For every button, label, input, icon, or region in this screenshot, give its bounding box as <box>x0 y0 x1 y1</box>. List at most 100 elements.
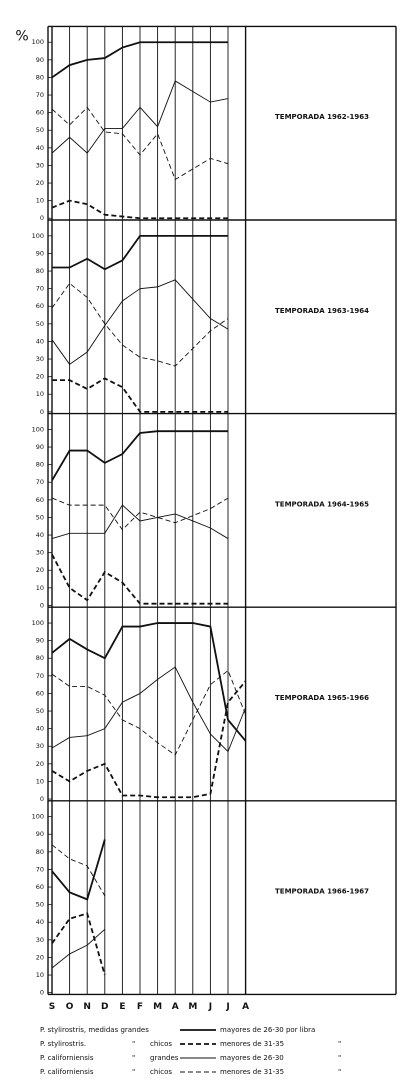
series-line <box>51 504 229 539</box>
y-tick-label: 80 <box>36 267 44 275</box>
y-tick-label: 20 <box>36 760 44 768</box>
y-tick-label: 0 <box>40 989 44 997</box>
x-tick-label: A <box>172 1002 179 1012</box>
y-tick-label: 90 <box>36 637 44 645</box>
y-tick-label: 50 <box>36 707 44 715</box>
y-tick-label: 80 <box>36 654 44 662</box>
legend-ditto: " <box>132 1040 135 1048</box>
y-tick-label: 60 <box>36 496 44 504</box>
y-tick-label: 0 <box>40 214 44 222</box>
series-line <box>51 80 229 154</box>
series-line <box>51 839 106 901</box>
series-line <box>52 377 228 413</box>
y-tick-label: 20 <box>36 373 44 381</box>
y-tick-label: 40 <box>36 337 44 345</box>
y-tick-label: 80 <box>36 461 44 469</box>
x-tick-label: O <box>66 1002 74 1012</box>
y-tick-label: 60 <box>36 689 44 697</box>
series-line <box>51 199 228 220</box>
y-tick-label: 10 <box>36 584 44 592</box>
y-tick-label: 60 <box>36 302 44 310</box>
series-line <box>51 622 247 742</box>
y-tick-label: 0 <box>40 795 44 803</box>
series-line <box>51 844 106 897</box>
legend-ditto: " <box>338 1040 341 1048</box>
y-tick-label: 60 <box>36 109 44 117</box>
y-tick-label: 30 <box>36 355 44 363</box>
x-tick-label: M <box>153 1002 162 1012</box>
x-tick-label: A <box>242 1002 249 1012</box>
series-line <box>51 282 229 367</box>
y-tick-label: 100 <box>32 813 44 821</box>
y-tick-label: 100 <box>32 425 44 433</box>
y-tick-label: 30 <box>36 936 44 944</box>
y-tick-label: 100 <box>32 232 44 240</box>
series-line <box>51 497 229 531</box>
panel-title: TEMPORADA 1963-1964 <box>275 307 369 315</box>
y-tick-label: 80 <box>36 73 44 81</box>
panel-title: TEMPORADA 1965-1966 <box>275 694 369 702</box>
legend-species: P. californiensis <box>40 1054 94 1062</box>
series-line <box>51 669 247 756</box>
legend-range: mayores de 26-30 por libra <box>220 1026 315 1034</box>
legend-range: mayores de 26-30 <box>220 1054 284 1062</box>
legend-size: chicos <box>150 1040 172 1048</box>
y-tick-label: 90 <box>36 443 44 451</box>
x-tick-label: N <box>83 1002 91 1012</box>
y-tick-label: 30 <box>36 742 44 750</box>
y-tick-label: 80 <box>36 848 44 856</box>
y-tick-label: 70 <box>36 865 44 873</box>
panel-title: TEMPORADA 1962-1963 <box>275 113 369 121</box>
y-tick-label: 50 <box>36 901 44 909</box>
series-line <box>51 279 229 365</box>
y-tick-label: 90 <box>36 249 44 257</box>
legend-species: P. stylirostris. <box>40 1040 86 1048</box>
y-tick-label: 70 <box>36 478 44 486</box>
y-tick-label: 10 <box>36 971 44 979</box>
x-tick-label: E <box>119 1002 125 1012</box>
x-tick-label: M <box>188 1002 197 1012</box>
series-line <box>51 430 228 481</box>
legend-ditto: " <box>338 1068 341 1076</box>
y-tick-label: 20 <box>36 179 44 187</box>
legend-range: menores de 31-35 <box>220 1068 284 1076</box>
y-tick-label: 50 <box>36 513 44 521</box>
legend-size: grandes <box>150 1054 179 1062</box>
y-tick-label: 60 <box>36 883 44 891</box>
x-tick-label: J <box>208 1002 212 1012</box>
y-tick-label: 20 <box>36 566 44 574</box>
y-tick-label: 100 <box>32 619 44 627</box>
legend-species: P. stylirostris, medidas grandes <box>40 1026 149 1034</box>
y-axis-label: % <box>15 28 28 44</box>
y-tick-label: 100 <box>32 38 44 46</box>
y-tick-label: 40 <box>36 725 44 733</box>
y-tick-label: 10 <box>36 197 44 205</box>
series-line <box>52 234 228 271</box>
x-tick-label: J <box>225 1002 229 1012</box>
y-tick-label: 40 <box>36 531 44 539</box>
y-tick-label: 10 <box>36 390 44 398</box>
legend-species: P. californiensis <box>40 1068 94 1076</box>
y-tick-label: 40 <box>36 144 44 152</box>
legend-ditto: " <box>132 1054 135 1062</box>
series-line <box>51 41 228 79</box>
y-tick-label: 50 <box>36 126 44 134</box>
series-line <box>51 666 247 753</box>
y-tick-label: 90 <box>36 56 44 64</box>
legend-size: chicos <box>150 1068 172 1076</box>
y-tick-label: 90 <box>36 830 44 838</box>
series-line <box>51 680 247 799</box>
y-tick-label: 70 <box>36 285 44 293</box>
y-tick-label: 50 <box>36 320 44 328</box>
y-tick-label: 10 <box>36 777 44 785</box>
y-tick-label: 0 <box>40 601 44 609</box>
panel-title: TEMPORADA 1964-1965 <box>275 500 369 508</box>
series-line <box>51 106 229 181</box>
y-tick-label: 0 <box>40 408 44 416</box>
legend-range: menores de 31-35 <box>220 1040 284 1048</box>
legend-ditto: " <box>338 1054 341 1062</box>
panel-title: TEMPORADA 1966-1967 <box>275 888 369 896</box>
y-tick-label: 20 <box>36 953 44 961</box>
x-tick-label: S <box>49 1002 55 1012</box>
